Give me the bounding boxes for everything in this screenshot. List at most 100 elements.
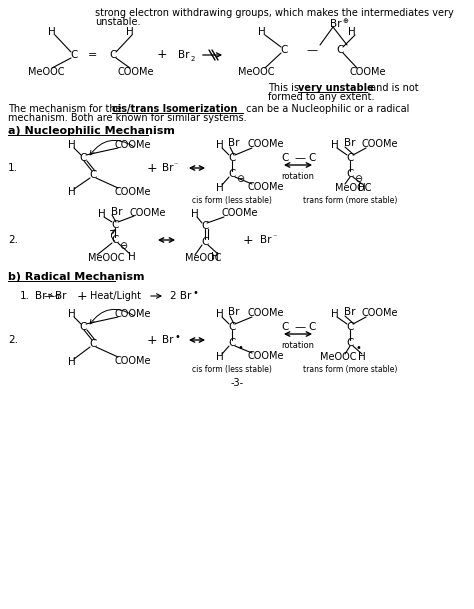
Text: —: — <box>44 291 55 301</box>
Text: MeOOC: MeOOC <box>320 352 356 362</box>
Text: C: C <box>79 322 87 332</box>
Text: rotation: rotation <box>282 172 315 181</box>
Text: H: H <box>216 140 224 150</box>
Text: H: H <box>358 183 366 193</box>
Text: COOMe: COOMe <box>350 67 386 77</box>
Text: C: C <box>281 322 289 332</box>
Text: MeOOC: MeOOC <box>238 67 274 77</box>
Text: •: • <box>237 343 243 353</box>
Text: COOMe: COOMe <box>222 208 258 218</box>
Text: 2.: 2. <box>8 335 18 345</box>
Text: COOMe: COOMe <box>362 139 399 149</box>
Text: =: = <box>88 50 98 60</box>
Text: and is not: and is not <box>367 83 419 93</box>
Text: Heat/Light: Heat/Light <box>90 291 141 301</box>
Text: trans form (more stable): trans form (more stable) <box>303 365 397 374</box>
Text: Br: Br <box>228 138 239 148</box>
Text: H: H <box>211 252 219 262</box>
Text: Br: Br <box>35 291 46 301</box>
Text: •: • <box>193 288 199 298</box>
Text: C: C <box>89 339 97 349</box>
Text: ⊕: ⊕ <box>342 18 348 24</box>
Text: H: H <box>68 357 76 367</box>
Text: Br: Br <box>55 291 66 301</box>
Text: +: + <box>77 289 87 303</box>
Text: ⊖: ⊖ <box>354 174 362 184</box>
Text: formed to any extent.: formed to any extent. <box>268 92 374 102</box>
Text: COOMe: COOMe <box>118 67 155 77</box>
Text: cis/trans Isomerization: cis/trans Isomerization <box>112 104 237 114</box>
Text: +: + <box>146 161 157 175</box>
Text: COOMe: COOMe <box>248 139 284 149</box>
Text: H: H <box>348 27 356 37</box>
Text: H: H <box>358 352 366 362</box>
Text: Br: Br <box>228 307 239 317</box>
Text: H: H <box>126 27 134 37</box>
Text: COOMe: COOMe <box>115 356 152 366</box>
Text: COOMe: COOMe <box>248 351 284 361</box>
Text: H: H <box>331 309 339 319</box>
Text: H: H <box>216 309 224 319</box>
Text: +: + <box>157 49 167 62</box>
Text: C: C <box>308 322 316 332</box>
Text: H: H <box>48 27 56 37</box>
Text: a) Nucleophilic Mechanism: a) Nucleophilic Mechanism <box>8 126 175 136</box>
Text: MeOOC: MeOOC <box>28 67 64 77</box>
Text: COOMe: COOMe <box>115 309 152 319</box>
Text: —: — <box>306 45 318 55</box>
Text: strong electron withdrawing groups, which makes the intermediates very: strong electron withdrawing groups, whic… <box>95 8 454 18</box>
Text: —: — <box>294 322 306 332</box>
Text: C: C <box>346 322 354 332</box>
Text: +: + <box>243 233 253 247</box>
Text: cis form (less stable): cis form (less stable) <box>192 365 272 374</box>
Text: Br: Br <box>344 307 356 317</box>
Text: COOMe: COOMe <box>115 140 152 150</box>
Text: —: — <box>294 153 306 163</box>
Text: H: H <box>216 352 224 362</box>
Text: H: H <box>68 187 76 197</box>
Text: Br: Br <box>162 163 173 173</box>
Text: C: C <box>201 237 209 247</box>
Text: Br: Br <box>162 335 173 345</box>
Text: C: C <box>70 50 78 60</box>
Text: C: C <box>280 45 288 55</box>
Text: H: H <box>191 209 199 219</box>
Text: C: C <box>337 45 344 55</box>
Text: H: H <box>331 140 339 150</box>
Text: C: C <box>228 338 236 348</box>
Text: COOMe: COOMe <box>248 182 284 192</box>
Text: COOMe: COOMe <box>115 187 152 197</box>
Text: -3-: -3- <box>230 378 244 388</box>
Text: C: C <box>346 338 354 348</box>
Text: MeOOC: MeOOC <box>88 253 125 263</box>
Text: C: C <box>281 153 289 163</box>
Text: Br: Br <box>178 50 190 60</box>
Text: 2: 2 <box>191 56 195 62</box>
Text: 1.: 1. <box>8 163 18 173</box>
Text: ⊖: ⊖ <box>119 241 127 251</box>
Text: Br: Br <box>330 19 341 29</box>
Text: ⊖: ⊖ <box>236 174 244 184</box>
Text: This is: This is <box>268 83 302 93</box>
Text: C: C <box>346 153 354 163</box>
Text: H: H <box>68 309 76 319</box>
Text: C: C <box>201 221 209 231</box>
Text: b) Radical Mechanism: b) Radical Mechanism <box>8 272 145 282</box>
Text: MeOOC: MeOOC <box>185 253 221 263</box>
Text: C: C <box>89 170 97 180</box>
Text: Br: Br <box>260 235 272 245</box>
Text: H: H <box>68 140 76 150</box>
Text: ⁻: ⁻ <box>173 161 177 169</box>
Text: cis form (less stable): cis form (less stable) <box>192 196 272 205</box>
Text: very unstable: very unstable <box>298 83 374 93</box>
Text: unstable.: unstable. <box>95 17 140 27</box>
Text: COOMe: COOMe <box>362 308 399 318</box>
Text: COOMe: COOMe <box>248 308 284 318</box>
Text: mechanism. Both are known for similar systems.: mechanism. Both are known for similar sy… <box>8 113 246 123</box>
Text: Br: Br <box>111 207 122 217</box>
Text: trans form (more stable): trans form (more stable) <box>303 196 397 205</box>
Text: C: C <box>111 220 118 230</box>
Text: Br: Br <box>344 138 356 148</box>
Text: ⁻: ⁻ <box>272 233 276 242</box>
Text: 1.: 1. <box>20 291 30 301</box>
